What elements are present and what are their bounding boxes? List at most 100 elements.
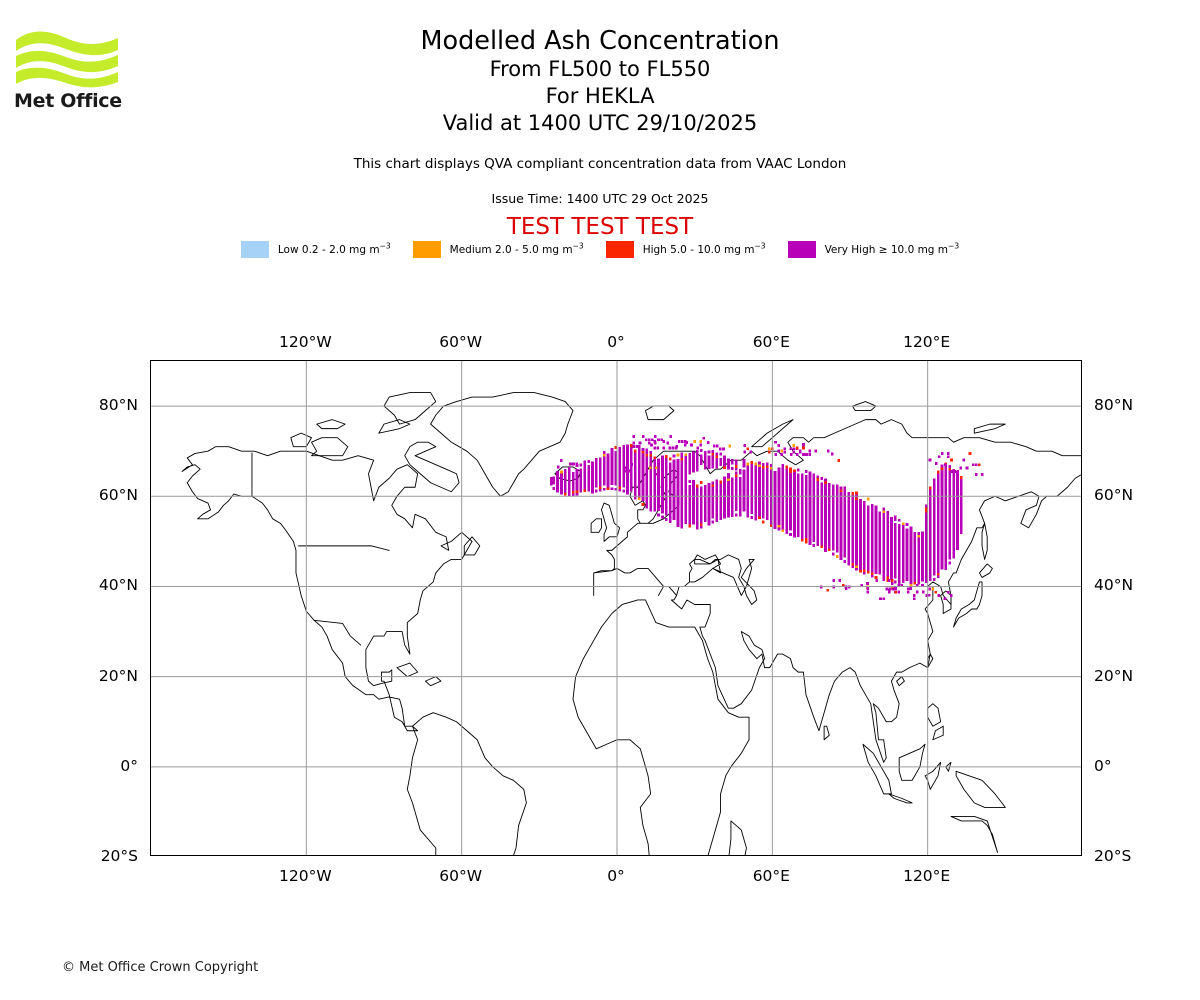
ash-cell (723, 460, 726, 464)
ash-cell (890, 556, 893, 560)
ash-cell (606, 474, 610, 478)
ash-cell (812, 517, 816, 521)
ash-cell (785, 486, 789, 490)
ash-cell (929, 525, 932, 529)
ash-cell (571, 487, 575, 491)
ash-cell (925, 520, 928, 524)
ash-cell-speckle (783, 450, 787, 454)
ash-cell (684, 466, 688, 470)
ash-cell (692, 513, 695, 517)
ash-cell (567, 487, 571, 491)
ash-cell (781, 508, 785, 512)
ash-cell (641, 497, 645, 501)
ash-cell (936, 538, 940, 542)
ash-cell (711, 457, 715, 461)
legend-swatch-high (605, 241, 634, 258)
ash-cell (831, 510, 835, 514)
ash-cell (672, 467, 676, 471)
ash-cell (808, 521, 812, 525)
lat-label-right-80n: 80°N (1094, 396, 1134, 415)
ash-cell (909, 531, 913, 535)
ash-cell (925, 551, 928, 555)
ash-cell (917, 547, 921, 551)
ash-cell (800, 499, 804, 503)
ash-cell (859, 517, 862, 521)
ash-cell (936, 572, 940, 576)
ash-cell-speckle (860, 583, 863, 587)
ash-cell (862, 506, 866, 510)
ash-cell (595, 466, 598, 469)
ash-cell (897, 529, 901, 533)
ash-cell (661, 460, 664, 464)
ash-cell (668, 478, 672, 482)
ash-cell (839, 525, 843, 529)
ash-cell (952, 510, 955, 514)
ash-cell (602, 453, 606, 457)
lon-label-bottom-120e: 120°E (903, 867, 951, 885)
ash-cell (598, 465, 602, 469)
ash-cell (730, 490, 734, 494)
ash-cell (897, 552, 901, 556)
ash-cell (886, 560, 889, 564)
ash-cell (707, 488, 711, 492)
ash-cell (645, 495, 649, 499)
ash-cell (765, 475, 769, 479)
ash-cell (622, 447, 625, 451)
ash-cell (680, 509, 684, 513)
ash-cell-speckle (768, 450, 771, 454)
ash-cell (936, 473, 940, 477)
ash-cell (645, 456, 649, 460)
ash-cell (940, 563, 944, 567)
ash-cell (789, 488, 792, 492)
ash-cell (932, 478, 936, 482)
ash-cell (932, 570, 936, 574)
ash-cell (797, 502, 800, 506)
ash-cell (820, 518, 823, 522)
ash-cell (847, 533, 851, 537)
ash-cell (862, 516, 866, 520)
ash-cell (723, 513, 726, 517)
ash-cell (773, 497, 777, 501)
ash-cell (614, 451, 618, 455)
ash-cell (851, 528, 855, 532)
ash-cell (777, 501, 781, 505)
ash-cell (894, 567, 897, 571)
ash-cell (773, 507, 777, 511)
ash-cell (820, 484, 823, 488)
ash-cell (630, 449, 633, 453)
ash-cell (653, 500, 656, 504)
ash-cell (812, 544, 816, 548)
ash-cell (602, 474, 606, 478)
map-frame[interactable] (150, 360, 1082, 856)
ash-cell (804, 509, 808, 513)
ash-cell (901, 535, 905, 539)
ash-cell (750, 516, 754, 520)
ash-cell (901, 530, 905, 534)
ash-cell (583, 468, 587, 472)
ash-cell (816, 493, 820, 497)
ash-cell (909, 526, 913, 530)
ash-cell (874, 560, 878, 564)
ash-cell (727, 472, 730, 476)
ash-cell (835, 547, 839, 551)
ash-cell (715, 479, 719, 483)
ash-cell (921, 575, 924, 579)
ash-cell (688, 463, 691, 467)
ash-cell (960, 483, 963, 487)
ash-cell (676, 464, 680, 468)
ash-cell (948, 464, 952, 468)
ash-cell (719, 496, 723, 500)
ash-cell (812, 478, 816, 482)
ash-cell (816, 540, 820, 544)
ash-cell (843, 554, 847, 558)
ash-cell (851, 523, 855, 527)
coastline (407, 713, 526, 856)
ash-cell (940, 535, 944, 538)
ash-cell (618, 488, 622, 492)
ash-cell (793, 503, 796, 507)
ash-cell (637, 476, 641, 480)
ash-cell (777, 496, 781, 499)
ash-cell (948, 546, 952, 549)
ash-cell (820, 521, 823, 525)
ash-cell (707, 498, 711, 502)
